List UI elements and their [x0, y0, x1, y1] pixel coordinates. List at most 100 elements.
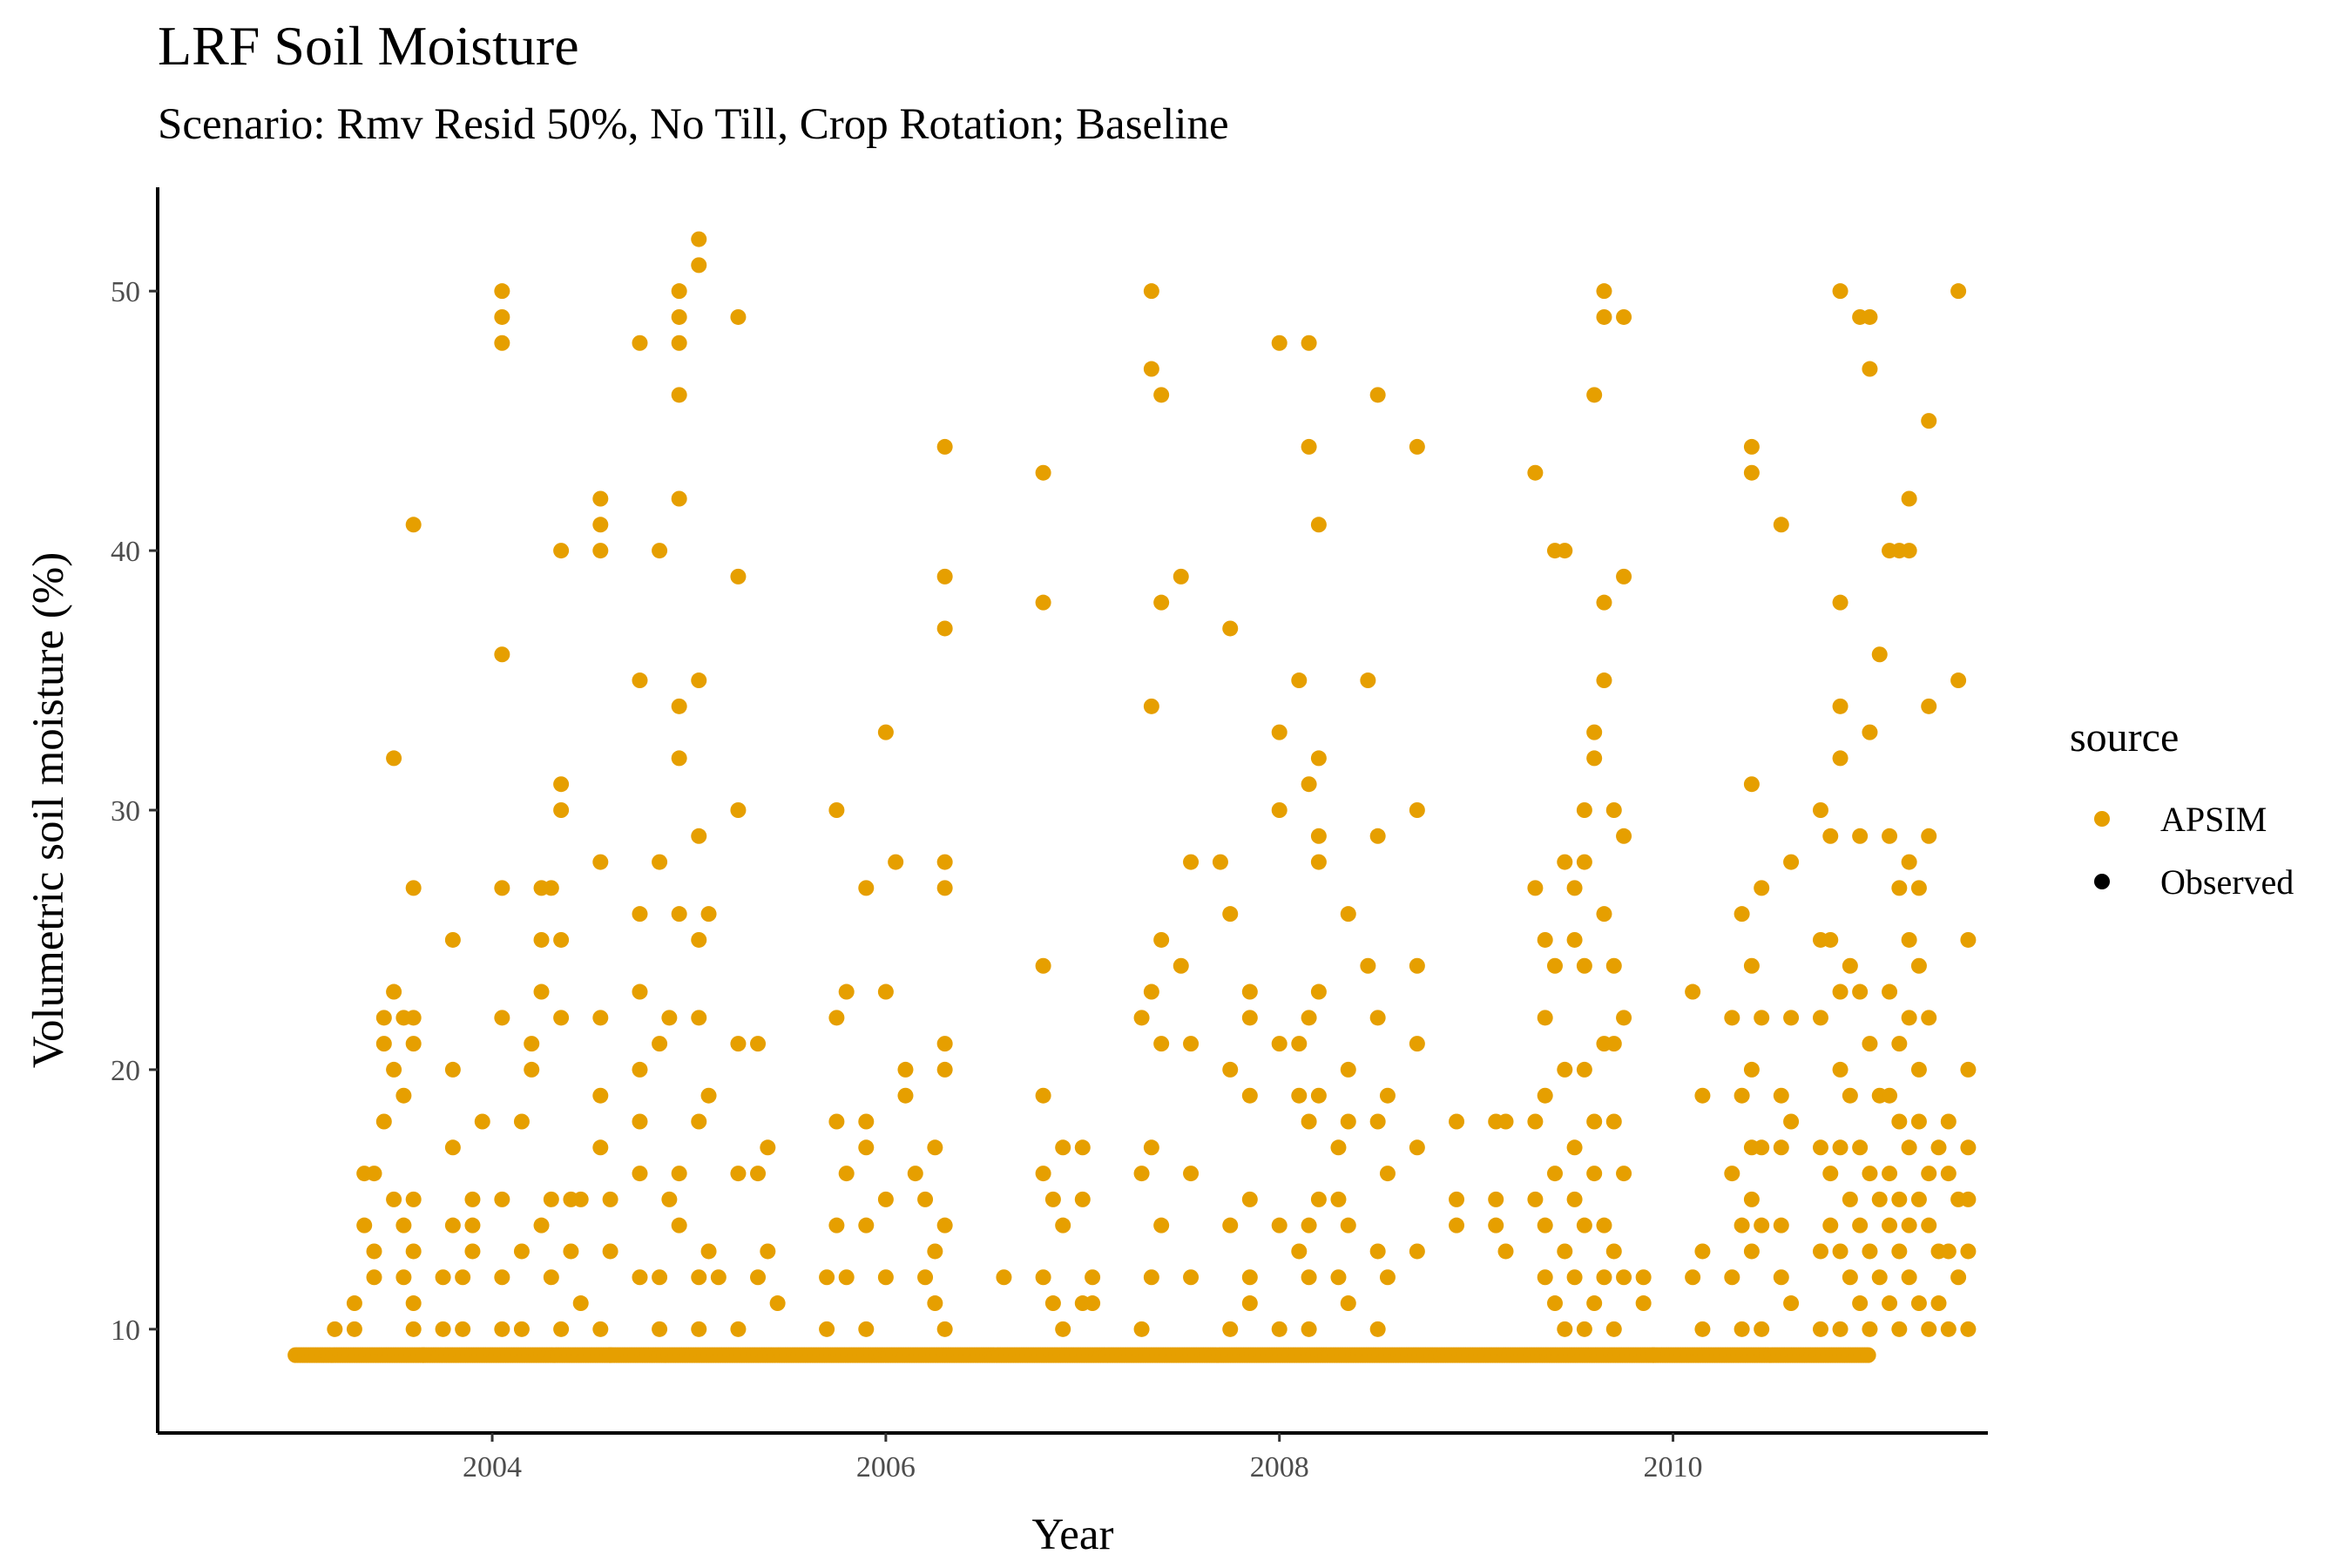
data-point	[671, 308, 687, 325]
data-point	[1409, 1036, 1425, 1052]
data-point	[1605, 802, 1622, 818]
data-point	[936, 854, 953, 870]
data-point	[572, 1191, 589, 1207]
data-point	[553, 1010, 570, 1026]
data-point	[1360, 672, 1376, 689]
data-point	[730, 1321, 747, 1337]
data-point	[1694, 1321, 1711, 1337]
data-point	[652, 543, 668, 559]
data-point	[1330, 1139, 1347, 1156]
data-point	[671, 1217, 687, 1233]
data-point	[1871, 646, 1888, 663]
data-point	[464, 1191, 481, 1207]
data-point	[1153, 594, 1170, 611]
y-tick-label: 30	[111, 795, 140, 828]
data-point	[1085, 1295, 1101, 1312]
data-point	[444, 931, 461, 948]
data-point	[543, 1191, 559, 1207]
data-point	[661, 1191, 678, 1207]
data-point	[1143, 1269, 1159, 1286]
data-point	[1616, 568, 1632, 585]
data-point	[513, 1113, 530, 1130]
data-point	[1812, 1243, 1828, 1260]
data-point	[553, 1321, 570, 1337]
data-point	[592, 517, 609, 533]
data-point	[1743, 438, 1760, 455]
data-point	[1497, 1113, 1514, 1130]
data-point	[1960, 1243, 1977, 1260]
data-point	[907, 1166, 923, 1182]
data-point	[1301, 335, 1317, 351]
data-point	[927, 1139, 943, 1156]
data-point	[838, 983, 855, 1000]
data-point	[1754, 1321, 1770, 1337]
data-point	[936, 1061, 953, 1078]
data-point	[1882, 1295, 1898, 1312]
data-point	[1310, 828, 1327, 844]
data-point	[1449, 1113, 1465, 1130]
data-point	[415, 1347, 431, 1363]
data-point	[444, 1139, 461, 1156]
data-point	[700, 1087, 717, 1104]
data-point	[877, 1191, 894, 1207]
data-point	[1557, 854, 1573, 870]
data-point	[464, 1217, 481, 1233]
data-point	[1605, 1321, 1622, 1337]
data-point	[1222, 620, 1239, 637]
data-point	[877, 1269, 894, 1286]
data-point	[1488, 1191, 1504, 1207]
data-point	[405, 1295, 422, 1312]
data-point	[1901, 490, 1917, 507]
data-point	[652, 854, 668, 870]
legend-label: APSIM	[2160, 800, 2267, 839]
data-point	[1754, 1217, 1770, 1233]
data-point	[1310, 517, 1327, 533]
data-point	[1566, 1269, 1583, 1286]
data-point	[1310, 1087, 1327, 1104]
data-point	[1862, 1321, 1878, 1337]
data-point	[1842, 957, 1858, 974]
data-point	[700, 1243, 717, 1260]
data-point	[592, 854, 609, 870]
data-point	[1153, 1217, 1170, 1233]
data-point	[1862, 1243, 1878, 1260]
data-point	[691, 231, 707, 247]
data-point	[1852, 1217, 1869, 1233]
chart-subtitle: Scenario: Rmv Resid 50%, No Till, Crop R…	[158, 100, 1229, 149]
data-point	[1546, 1166, 1563, 1182]
data-point	[1557, 543, 1573, 559]
data-point	[1754, 1139, 1770, 1156]
data-point	[1635, 1269, 1652, 1286]
data-point	[700, 906, 717, 923]
data-point	[1409, 1139, 1425, 1156]
data-point	[1271, 1036, 1288, 1052]
data-point	[405, 517, 422, 533]
data-point	[1271, 335, 1288, 351]
data-point	[1901, 1217, 1917, 1233]
data-point	[1882, 1217, 1898, 1233]
data-point	[1783, 854, 1800, 870]
data-point	[1143, 1139, 1159, 1156]
data-point	[513, 1243, 530, 1260]
data-point	[936, 880, 953, 896]
data-point	[661, 1010, 678, 1026]
data-point	[1596, 1269, 1612, 1286]
data-point	[996, 1269, 1012, 1286]
data-point	[632, 1113, 648, 1130]
data-point	[1055, 1217, 1071, 1233]
data-point	[1537, 1269, 1553, 1286]
data-point	[1901, 543, 1917, 559]
data-point	[1576, 802, 1592, 818]
data-point	[524, 1036, 540, 1052]
data-point	[405, 1010, 422, 1026]
data-point	[1133, 1166, 1150, 1182]
data-point	[1910, 1191, 1927, 1207]
data-point	[366, 1269, 382, 1286]
data-point	[652, 1036, 668, 1052]
data-point	[1241, 1087, 1258, 1104]
data-point	[1044, 1191, 1061, 1207]
data-point	[1222, 1321, 1239, 1337]
data-point	[1596, 906, 1612, 923]
data-point	[1812, 1321, 1828, 1337]
